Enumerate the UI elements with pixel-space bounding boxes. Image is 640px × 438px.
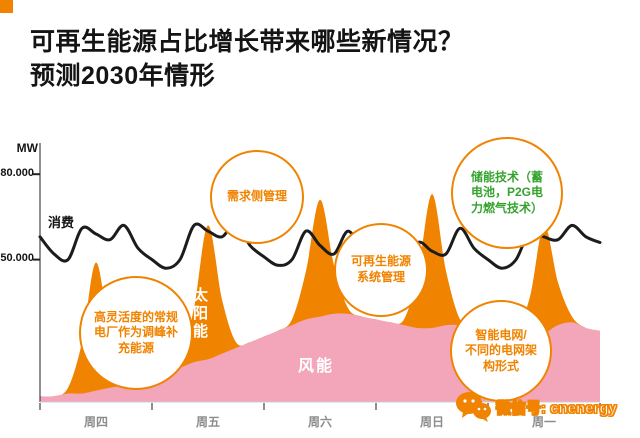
solar-series-label: 太阳能	[191, 287, 208, 341]
annotation-text: 电池，P2G电	[470, 185, 543, 200]
watermark: 微信号: cnenergy	[455, 391, 617, 423]
annotation-circle: 储能技术（蓄 电池，P2G电 力燃气技术）	[451, 137, 563, 249]
page-subtitle: 预测2030年情形	[30, 62, 216, 90]
annotation-text: 充能源	[117, 340, 154, 355]
annotation-text: 智能电网/	[475, 327, 527, 342]
consumption-series-label: 消费	[48, 215, 75, 230]
annotation-circle: 需求侧管理	[210, 150, 304, 244]
x-tick-label-thu: 周四	[83, 415, 108, 429]
page-title: 可再生能源占比增长带来哪些新情况？	[30, 28, 464, 56]
annotation-text: 储能技术（蓄	[470, 169, 543, 184]
annotation-text: 力燃气技术）	[470, 200, 543, 215]
x-tick-label-fri: 周五	[195, 415, 220, 429]
wechat-icon	[456, 392, 491, 422]
x-tick-label-sun: 周日	[419, 415, 444, 429]
annotation-circle: 智能电网/ 不同的电网架 构形式	[450, 300, 552, 402]
annotation-text: 可再生能源	[350, 254, 411, 269]
consumption-line	[38, 221, 602, 273]
wechat-id-label: 微信号: cnenergy	[496, 399, 618, 417]
annotation-circle: 可再生能源 系统管理	[334, 223, 428, 317]
y-tick-label-50000: 50.000	[0, 252, 34, 264]
x-tick-label-sat: 周六	[307, 415, 332, 429]
x-tick-label-mon: 周一	[531, 415, 556, 429]
y-axis-unit-label: MW	[16, 141, 38, 155]
annotation-text: 需求侧管理	[226, 189, 287, 204]
y-tick-label-80000: 80.000	[0, 167, 34, 179]
annotation-text: 不同的电网架	[464, 343, 537, 358]
wind-series-label: 风能	[298, 358, 335, 375]
brand-corner-square	[0, 0, 13, 13]
annotation-text: 高灵活度的常规	[93, 309, 178, 324]
annotation-text: 构形式	[482, 358, 519, 373]
annotation-circle: 高灵活度的常规 电厂作为调峰补 充能源	[79, 276, 193, 390]
annotation-text: 系统管理	[356, 270, 405, 284]
annotation-text: 电厂作为调峰补	[93, 325, 178, 340]
